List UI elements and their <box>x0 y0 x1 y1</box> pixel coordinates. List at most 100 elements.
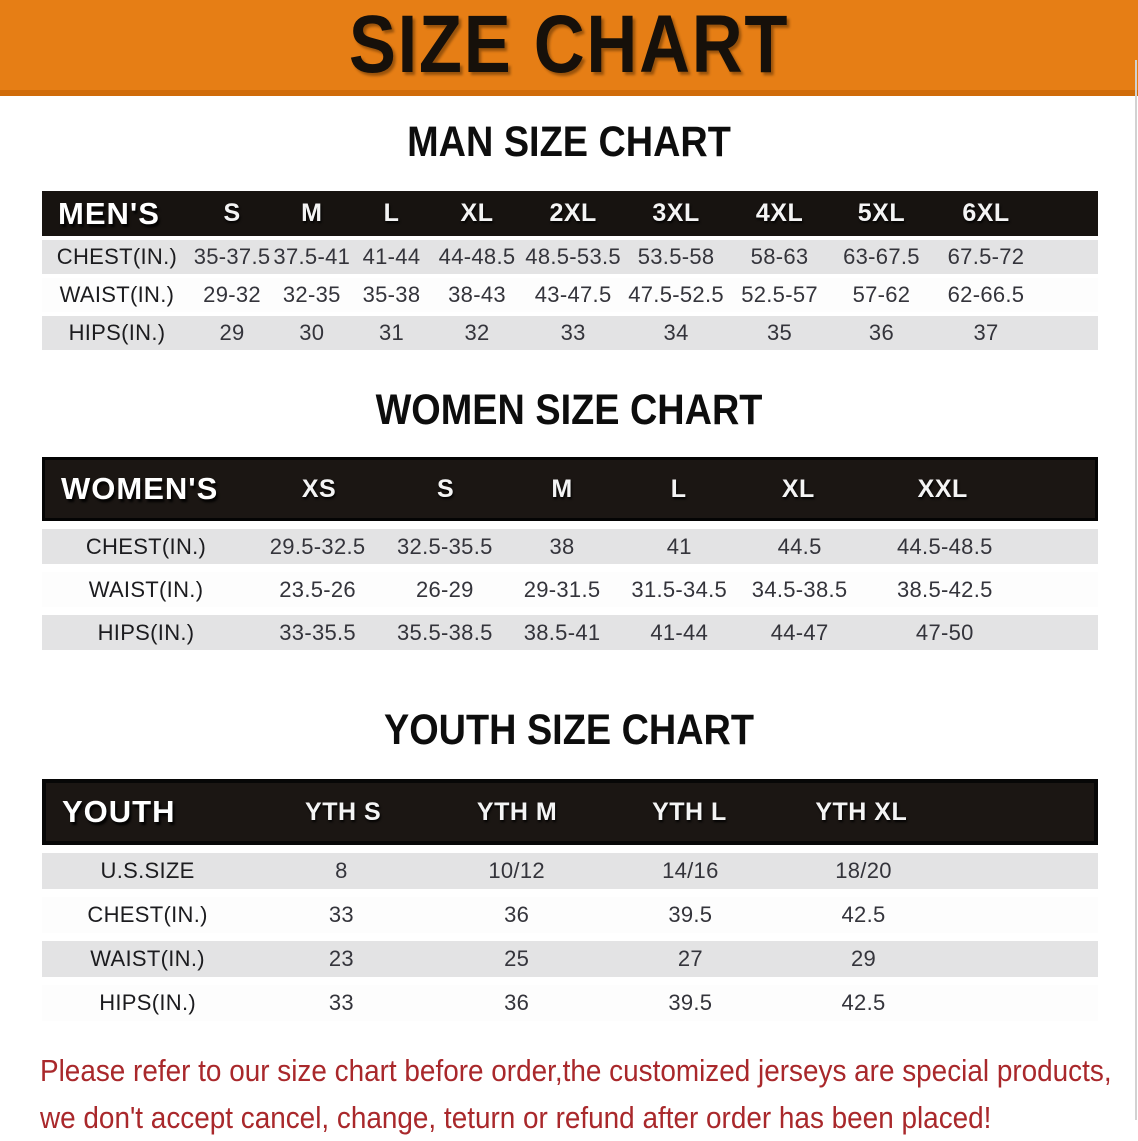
women-header-size-m: M <box>551 474 573 503</box>
women-header-size-l: L <box>670 474 687 503</box>
cell-value: 30 <box>299 320 325 345</box>
cell-value: 37 <box>973 320 999 345</box>
cell-value: 35 <box>767 320 793 345</box>
men-waist-row: WAIST(IN.) 29-32 32-35 35-38 38-43 43-47… <box>42 278 1098 312</box>
page-title: SIZE CHART <box>348 0 790 90</box>
youth-ussize-row: U.S.SIZE 8 10/12 14/16 18/20 <box>42 853 1098 889</box>
women-header-size-xs: XS <box>301 474 337 503</box>
women-header-label: WOMEN'S <box>61 471 219 506</box>
men-section-heading: MAN SIZE CHART <box>407 118 731 166</box>
cell-value: 58-63 <box>750 244 809 269</box>
scan-edge-artifact <box>1135 60 1137 1120</box>
youth-header-size-m: YTH M <box>476 797 558 826</box>
cell-value: 44.5-48.5 <box>896 533 993 559</box>
cell-value: 36 <box>504 990 530 1015</box>
cell-value: 35-38 <box>362 282 421 307</box>
cell-value: 29-32 <box>203 282 261 307</box>
cell-value: 41-44 <box>362 244 421 269</box>
men-header-label: MEN'S <box>58 195 160 231</box>
cell-value: 48.5-53.5 <box>525 244 621 269</box>
youth-table-header-row: YOUTH YTH S YTH M YTH L YTH XL <box>42 779 1098 845</box>
cell-value: 53.5-58 <box>637 244 715 269</box>
men-header-size-5xl: 5XL <box>857 199 906 227</box>
cell-value: 31 <box>378 320 405 345</box>
cell-value: 52.5-57 <box>741 282 818 307</box>
youth-size-table: YOUTH YTH S YTH M YTH L YTH XL U.S.SIZE … <box>42 779 1098 1021</box>
cell-value: 43-47.5 <box>534 282 612 307</box>
men-header-size-6xl: 6XL <box>962 199 1010 227</box>
cell-value: 44-47 <box>770 619 829 645</box>
women-header-size-xl: XL <box>781 474 815 503</box>
cell-value: 36 <box>504 902 530 927</box>
cell-value: 39.5 <box>668 990 713 1015</box>
cell-value: 32 <box>464 320 490 345</box>
cell-value: 32.5-35.5 <box>397 533 493 559</box>
men-header-size-xl: XL <box>460 199 494 227</box>
row-label: WAIST(IN.) <box>88 576 204 602</box>
women-header-size-xxl: XXL <box>917 474 968 503</box>
cell-value: 47-50 <box>915 619 974 645</box>
cell-value: 33 <box>560 320 586 345</box>
cell-value: 33 <box>328 902 354 927</box>
cell-value: 18/20 <box>835 858 892 883</box>
youth-hips-row: HIPS(IN.) 33 36 39.5 42.5 <box>42 985 1098 1021</box>
cell-value: 67.5-72 <box>947 244 1025 269</box>
banner: SIZE CHART <box>0 0 1138 96</box>
disclaimer-text: Please refer to our size chart before or… <box>40 1047 1112 1141</box>
youth-section-heading: YOUTH SIZE CHART <box>383 706 754 754</box>
row-label: CHEST(IN.) <box>85 533 207 559</box>
men-header-size-4xl: 4XL <box>755 199 804 227</box>
youth-header-size-l: YTH L <box>652 797 727 826</box>
row-label: HIPS(IN.) <box>99 990 196 1015</box>
disclaimer-line-2: we don't accept cancel, change, teturn o… <box>40 1100 992 1135</box>
cell-value: 44.5 <box>777 533 822 559</box>
cell-value: 26-29 <box>415 576 474 602</box>
cell-value: 38-43 <box>448 282 506 307</box>
cell-value: 44-48.5 <box>438 244 516 269</box>
cell-value: 39.5 <box>668 902 713 927</box>
cell-value: 29.5-32.5 <box>269 533 366 559</box>
cell-value: 38 <box>549 533 575 559</box>
women-chest-row: CHEST(IN.) 29.5-32.5 32.5-35.5 38 41 44.… <box>42 529 1098 564</box>
youth-header-size-s: YTH S <box>305 797 382 826</box>
cell-value: 8 <box>335 858 348 883</box>
cell-value: 25 <box>504 946 530 971</box>
cell-value: 57-62 <box>852 282 911 307</box>
men-chest-row: CHEST(IN.) 35-37.5 37.5-41 41-44 44-48.5… <box>42 240 1098 274</box>
row-label: CHEST(IN.) <box>87 902 208 927</box>
cell-value: 31.5-34.5 <box>631 576 728 602</box>
men-table-header-row: MEN'S S M L XL 2XL 3XL 4XL 5XL 6XL <box>42 191 1098 236</box>
cell-value: 42.5 <box>841 902 886 927</box>
youth-header-label: YOUTH <box>62 794 176 829</box>
cell-value: 35.5-38.5 <box>397 619 493 645</box>
women-section-heading: WOMEN SIZE CHART <box>375 386 763 434</box>
women-header-size-s: S <box>436 474 455 503</box>
women-size-table: WOMEN'S XS S M L XL XXL CHEST(IN.) 29.5-… <box>42 457 1098 650</box>
women-table-header-row: WOMEN'S XS S M L XL XXL <box>42 457 1098 521</box>
cell-value: 33-35.5 <box>279 619 356 645</box>
cell-value: 32-35 <box>282 282 341 307</box>
men-header-size-m: M <box>301 199 323 227</box>
disclaimer-line-1: Please refer to our size chart before or… <box>40 1053 1112 1088</box>
row-label: HIPS(IN.) <box>68 320 166 345</box>
cell-value: 36 <box>868 320 894 345</box>
cell-value: 38.5-42.5 <box>896 576 993 602</box>
cell-value: 38.5-41 <box>523 619 601 645</box>
cell-value: 37.5-41 <box>273 244 351 269</box>
youth-waist-row: WAIST(IN.) 23 25 27 29 <box>42 941 1098 977</box>
cell-value: 41 <box>666 533 692 559</box>
youth-chest-row: CHEST(IN.) 33 36 39.5 42.5 <box>42 897 1098 933</box>
row-label: HIPS(IN.) <box>97 619 195 645</box>
cell-value: 14/16 <box>662 858 719 883</box>
cell-value: 63-67.5 <box>843 244 920 269</box>
row-label: WAIST(IN.) <box>90 946 205 971</box>
youth-header-size-xl: YTH XL <box>815 797 908 826</box>
cell-value: 27 <box>677 946 703 971</box>
cell-value: 47.5-52.5 <box>628 282 724 307</box>
cell-value: 29 <box>219 320 245 345</box>
row-label: CHEST(IN.) <box>56 244 178 269</box>
row-label: WAIST(IN.) <box>59 282 175 307</box>
cell-value: 23.5-26 <box>279 576 356 602</box>
men-size-table: MEN'S S M L XL 2XL 3XL 4XL 5XL 6XL CHEST… <box>42 191 1098 350</box>
women-hips-row: HIPS(IN.) 33-35.5 35.5-38.5 38.5-41 41-4… <box>42 615 1098 650</box>
